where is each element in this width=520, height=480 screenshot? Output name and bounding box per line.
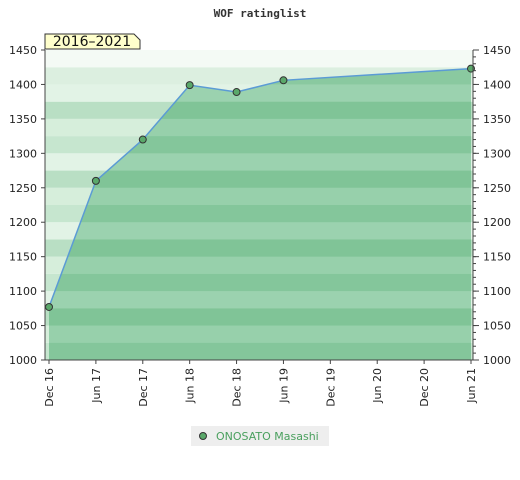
x-tick-label: Jun 20	[371, 368, 384, 404]
y-tick-label: 1000	[9, 354, 37, 367]
x-tick-label: Dec 19	[324, 368, 337, 407]
y-tick-label-right: 1200	[483, 216, 511, 229]
data-point	[232, 88, 241, 97]
y-tick-label-right: 1300	[483, 147, 511, 160]
y-tick-label-right: 1150	[483, 251, 511, 264]
area-stripe	[49, 170, 471, 188]
y-tick-label-right: 1450	[483, 44, 511, 57]
y-tick-label-right: 1000	[483, 354, 511, 367]
area-stripe	[49, 308, 471, 326]
y-tick-label-right: 1100	[483, 285, 511, 298]
axes: 1000 1000 1050 1050 1100 1100 1150 1150 1200 1200…	[9, 44, 511, 407]
y-tick-label: 1350	[9, 113, 37, 126]
series-area	[49, 68, 471, 360]
y-tick-label: 1150	[9, 251, 37, 264]
data-point	[279, 76, 288, 85]
x-tick-label: Dec 17	[137, 368, 150, 407]
x-tick-label: Jun 17	[90, 368, 103, 404]
data-point	[138, 135, 147, 144]
background-band	[45, 50, 473, 68]
data-point	[91, 176, 100, 185]
y-tick-label: 1400	[9, 78, 37, 91]
y-tick-label: 1300	[9, 147, 37, 160]
area-stripe	[49, 136, 471, 154]
x-tick-label: Jun 21	[465, 368, 478, 404]
y-tick-label: 1250	[9, 182, 37, 195]
period-badge-label: 2016–2021	[53, 34, 131, 50]
x-tick-label: Dec 16	[43, 368, 56, 407]
period-badge-box	[44, 33, 141, 50]
y-tick-label-right: 1400	[483, 78, 511, 91]
y-tick-label-right: 1050	[483, 320, 511, 333]
legend-marker-icon	[199, 432, 207, 440]
legend: ONOSATO Masashi	[191, 426, 329, 446]
area-stripe	[49, 342, 471, 360]
x-tick-label: Jun 19	[277, 368, 290, 404]
y-tick-label-right: 1350	[483, 113, 511, 126]
data-point	[45, 302, 53, 311]
area-stripe	[49, 239, 471, 257]
y-tick-label: 1450	[9, 44, 37, 57]
x-tick-label: Dec 18	[231, 368, 244, 407]
area-stripe	[49, 205, 471, 223]
y-tick-label: 1050	[9, 320, 37, 333]
area-stripe	[49, 273, 471, 292]
y-tick-label: 1100	[9, 285, 37, 298]
x-tick-label: Dec 20	[418, 368, 431, 407]
y-tick-label-right: 1250	[483, 182, 511, 195]
area-layer	[45, 64, 475, 360]
data-point	[185, 81, 194, 90]
legend-box	[191, 426, 329, 446]
chart-title: WOF ratinglist	[214, 7, 307, 20]
legend-series-label: ONOSATO Masashi	[216, 430, 319, 443]
y-tick-label: 1200	[9, 216, 37, 229]
period-badge: 2016–2021	[44, 33, 141, 50]
x-tick-label: Jun 18	[184, 368, 197, 404]
